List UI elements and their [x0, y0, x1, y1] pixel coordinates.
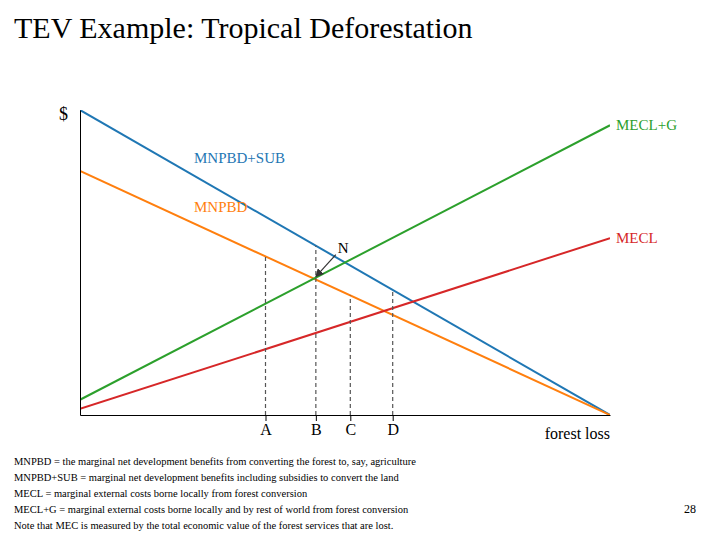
series-line	[80, 125, 610, 400]
footnote: Note that MEC is measured by the total e…	[14, 520, 393, 531]
vertical-line	[265, 256, 266, 415]
x-tick-mark	[393, 415, 394, 421]
x-tick-label: C	[345, 421, 356, 438]
series-line	[80, 171, 610, 415]
series-label: MECL	[616, 230, 658, 246]
series-label: MNPBD	[194, 199, 248, 215]
vertical-line	[350, 295, 351, 415]
plot: A B C Dforest loss $ MNPBD+SUB MNPBD MECL+G MECL…	[59, 104, 677, 442]
footnote: MNPBD = the marginal net development ben…	[14, 456, 416, 467]
title: TEV Example: Tropical Deforestation	[14, 11, 473, 44]
x-tick-label: A	[260, 421, 272, 438]
footnote: MECL = marginal external costs borne loc…	[14, 488, 308, 499]
annotation-arrow	[316, 255, 336, 277]
page-number: 28	[684, 502, 696, 516]
series-line	[80, 110, 610, 415]
annotation: N	[338, 240, 349, 256]
y-axis-line	[80, 111, 81, 416]
vertical-line	[315, 246, 316, 415]
x-tick-label: B	[311, 421, 322, 438]
footnote: MNPBD+SUB = marginal net development ben…	[14, 472, 399, 483]
y-axis	[80, 111, 81, 416]
x-tick: B	[311, 415, 322, 438]
series-label: MNPBD+SUB	[194, 150, 285, 166]
x-tick: D	[387, 415, 399, 438]
vertical-line	[392, 290, 393, 415]
x-axis-line	[81, 415, 611, 416]
x-tick-mark	[316, 415, 317, 421]
x-tick-mark	[350, 415, 351, 421]
series-label: MECL+G	[616, 117, 677, 133]
y-axis-title: $	[59, 104, 68, 124]
x-tick: C	[345, 415, 356, 438]
x-tick: A	[260, 415, 272, 438]
x-axis: A B C D	[81, 415, 611, 438]
x-tick-label: D	[387, 421, 399, 438]
footnote: MECL+G = marginal external costs borne l…	[14, 504, 409, 515]
x-tick-mark	[266, 415, 267, 421]
marks	[80, 110, 610, 415]
x-axis-title: forest loss	[545, 425, 610, 442]
series-labels: MNPBD+SUB MNPBD MECL+G MECL	[194, 117, 677, 246]
series-line	[80, 238, 610, 409]
chart: A B C Dforest loss $ MNPBD+SUB MNPBD MECL+G MECL…	[0, 0, 720, 540]
